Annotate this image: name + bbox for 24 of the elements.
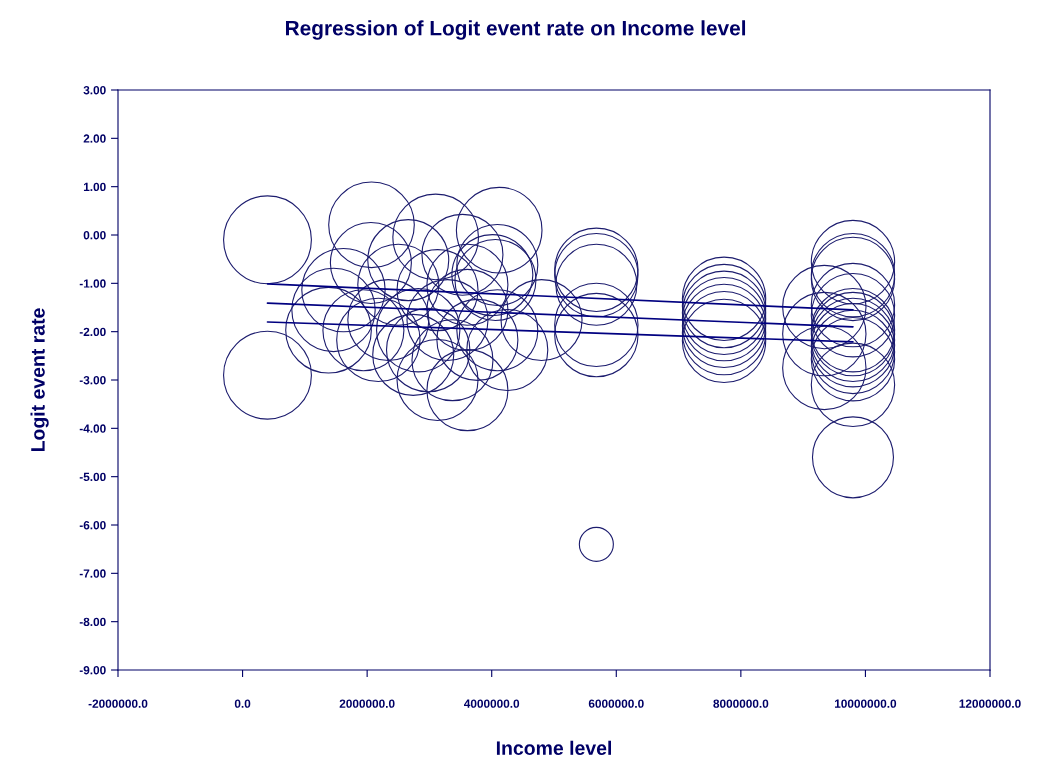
- y-tick-label: -3.00: [79, 376, 106, 385]
- x-tick-label: 4000000.0: [463, 699, 520, 708]
- x-tick-label: 0.0: [234, 699, 251, 708]
- y-tick-label: -6.00: [79, 521, 106, 530]
- x-tick-label: 6000000.0: [588, 699, 644, 708]
- x-tick-label: 2000000.0: [339, 699, 395, 708]
- y-tick-label: -5.00: [79, 472, 106, 482]
- y-tick-label: 3.00: [83, 86, 106, 95]
- y-tick-label: -9.00: [79, 666, 106, 675]
- y-tick-label: -7.00: [79, 569, 106, 578]
- x-tick-label: -2000000.0: [88, 699, 148, 708]
- y-tick-label: -8.00: [79, 617, 106, 627]
- chart-title: Regression of Logit event rate on Income level: [285, 20, 746, 40]
- x-tick-label: 10000000.0: [834, 699, 897, 708]
- x-axis-title: Income level: [496, 740, 611, 756]
- y-tick-label: -4.00: [79, 424, 106, 433]
- x-tick-label: 8000000.0: [713, 699, 769, 708]
- y-tick-label: 0.00: [83, 231, 106, 240]
- x-tick-label: 12000000.0: [959, 699, 1021, 708]
- y-tick-label: -2.00: [79, 327, 106, 337]
- y-tick-label: 1.00: [83, 182, 106, 192]
- y-tick-label: 2.00: [83, 134, 106, 143]
- y-tick-label: -1.00: [79, 279, 106, 288]
- y-axis-title: Logit event rate: [30, 308, 49, 452]
